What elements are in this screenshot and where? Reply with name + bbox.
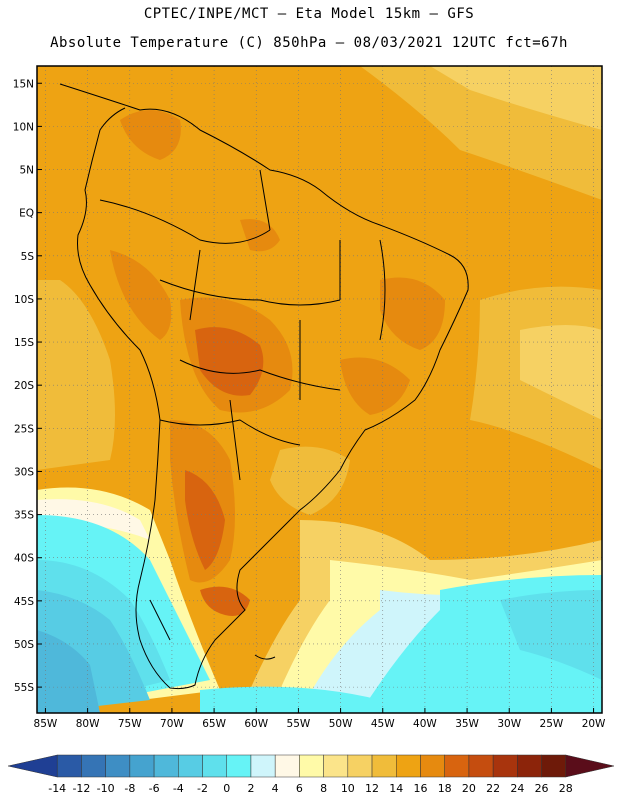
colorbar-label: 12: [365, 782, 379, 795]
longitude-labels: 85W 80W 75W 70W 65W 60W 55W 50W 45W 40W 35W 30W 25W 2…: [34, 708, 606, 730]
lat-label: 25S: [14, 423, 34, 435]
lat-label: 50S: [14, 639, 34, 651]
lon-label: 25W: [540, 718, 564, 730]
lat-label: EQ: [19, 208, 34, 220]
colorbar-swatch: [178, 754, 203, 778]
lat-label: 20S: [14, 380, 34, 392]
lon-label: 20W: [582, 718, 606, 730]
colorbar-label: 24: [510, 782, 524, 795]
map-title: CPTEC/INPE/MCT – Eta Model 15km – GFS: [143, 6, 475, 22]
colorbar-label: -4: [173, 782, 184, 795]
lon-label: 40W: [413, 718, 437, 730]
colorbar-swatch: [299, 754, 324, 778]
colorbar-label: 10: [341, 782, 355, 795]
lon-label: 75W: [118, 718, 142, 730]
lat-label: 45S: [14, 596, 34, 608]
colorbar-swatch: [56, 754, 82, 778]
lon-label: 35W: [455, 718, 479, 730]
map-subtitle: Absolute Temperature (C) 850hPa – 08/03/…: [50, 35, 568, 51]
colorbar-label: -14: [48, 782, 66, 795]
colorbar-swatch: [81, 754, 106, 778]
lat-label: 5N: [19, 165, 34, 177]
colorbar-label: -10: [97, 782, 115, 795]
colorbar-swatch: [105, 754, 131, 778]
lat-label: 35S: [14, 510, 34, 522]
lat-label: 30S: [14, 466, 34, 478]
colorbar-swatch: [396, 754, 421, 778]
lon-label: 50W: [329, 718, 353, 730]
colorbar-label: 20: [462, 782, 476, 795]
colorbar-label: 6: [296, 782, 303, 795]
colorbar-swatch: [565, 754, 615, 778]
colorbar-label: 22: [486, 782, 500, 795]
colorbar-label: 26: [535, 782, 549, 795]
colorbar-swatch: [226, 754, 252, 778]
colorbar-label: 28: [559, 782, 573, 795]
colorbar-swatch: [129, 754, 155, 778]
colorbar-swatch: [250, 754, 276, 778]
colorbar-label: -6: [149, 782, 160, 795]
colorbar-label: 18: [438, 782, 452, 795]
colorbar-swatch: [371, 754, 397, 778]
lat-label: 15N: [13, 78, 34, 90]
colorbar-swatch: [492, 754, 518, 778]
colorbar: -14 -12 -10 -8 -6 -4 -2 0 2 4 6 8 10 12 14 16 18 20 22 24 26…: [7, 754, 615, 795]
colorbar-label: 14: [389, 782, 403, 795]
colorbar-swatch: [323, 754, 349, 778]
colorbar-label: 2: [247, 782, 254, 795]
colorbar-swatch: [517, 754, 542, 778]
lon-label: 55W: [287, 718, 311, 730]
colorbar-swatch: [541, 754, 567, 778]
colorbar-swatch: [347, 754, 373, 778]
colorbar-swatch: [468, 754, 494, 778]
lat-label: 40S: [14, 553, 34, 565]
colorbar-label: -12: [72, 782, 90, 795]
lon-label: 30W: [497, 718, 521, 730]
lat-label: 15S: [14, 337, 34, 349]
lon-label: 45W: [371, 718, 395, 730]
lon-label: 60W: [244, 718, 268, 730]
colorbar-label: 8: [320, 782, 327, 795]
colorbar-label: 0: [223, 782, 230, 795]
lat-label: 55S: [14, 682, 34, 694]
colorbar-label: 4: [272, 782, 279, 795]
lat-label: 10N: [13, 121, 34, 133]
lon-label: 85W: [34, 718, 58, 730]
lat-label: 5S: [21, 251, 35, 263]
colorbar-swatch: [274, 754, 300, 778]
lon-label: 80W: [76, 718, 100, 730]
map-frame: [36, 65, 603, 714]
colorbar-swatch: [420, 754, 445, 778]
lat-label: 10S: [14, 294, 34, 306]
latitude-labels: 15N 10N 5N EQ 5S 10S 15S 20S 25S 30S 35S 40S 45S 50S 5…: [13, 78, 42, 694]
colorbar-swatch: [444, 754, 470, 778]
colorbar-swatch: [7, 754, 58, 778]
coastline-borders: [59, 83, 469, 690]
colorbar-label: -8: [124, 782, 135, 795]
colorbar-label: -2: [197, 782, 208, 795]
colorbar-swatch: [202, 754, 227, 778]
colorbar-label: 16: [413, 782, 427, 795]
lon-label: 65W: [202, 718, 226, 730]
temperature-field: [37, 66, 602, 713]
lon-label: 70W: [160, 718, 184, 730]
colorbar-swatch: [153, 754, 179, 778]
